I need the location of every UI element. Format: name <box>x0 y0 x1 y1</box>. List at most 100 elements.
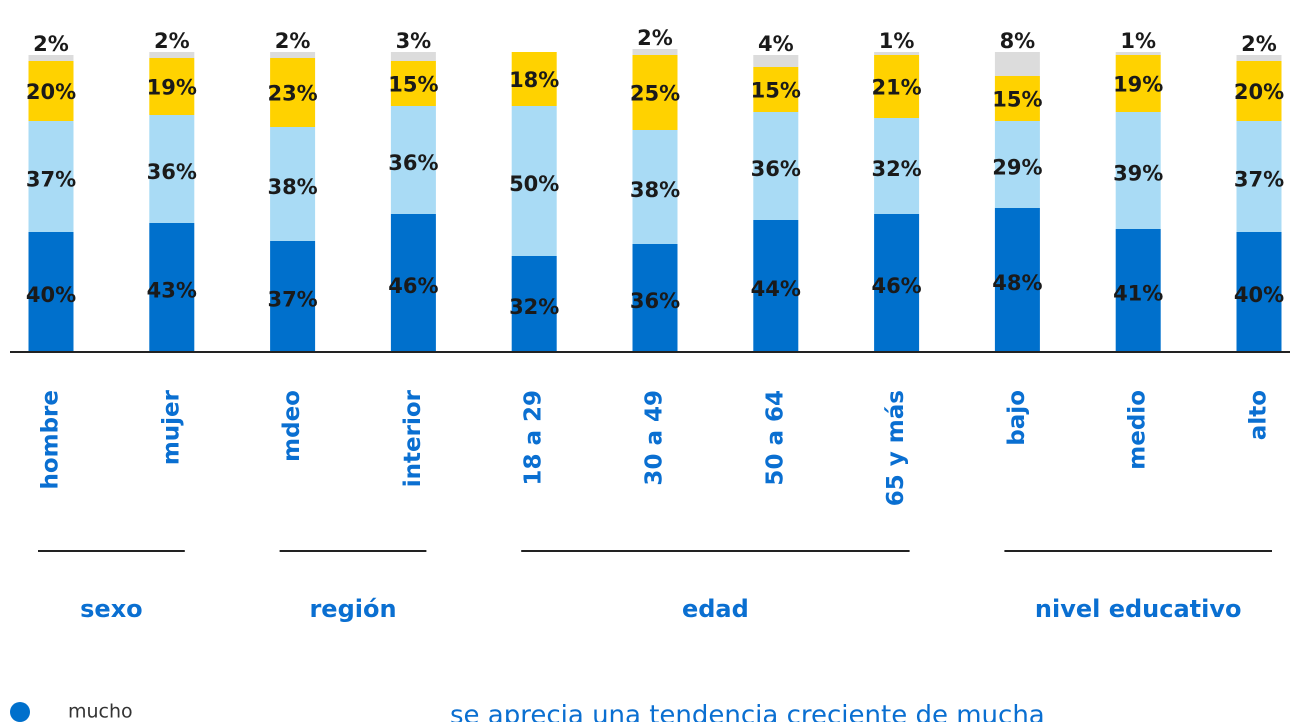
data-label: 39% <box>1113 162 1163 186</box>
bar-segment <box>270 127 316 241</box>
bar-segment <box>390 106 436 214</box>
group-label: región <box>309 595 396 623</box>
data-label: 37% <box>267 288 317 312</box>
x-tick-label: 30 a 49 <box>642 390 668 486</box>
data-label: 48% <box>992 271 1042 295</box>
bar-segment <box>390 214 436 352</box>
data-label: 2% <box>1241 32 1277 56</box>
data-label: 2% <box>154 29 190 53</box>
bar-segment <box>1236 61 1282 121</box>
legend-swatch <box>10 702 30 722</box>
bar-segment <box>994 121 1040 208</box>
bar-segment <box>632 244 678 352</box>
bar-segment <box>1236 121 1282 232</box>
data-label: 18% <box>509 68 559 92</box>
bar-segment <box>1236 232 1282 352</box>
data-label: 2% <box>33 32 69 56</box>
data-label: 8% <box>1000 29 1036 53</box>
data-label: 4% <box>758 32 794 56</box>
bar-segment <box>753 220 799 352</box>
bar-segment <box>270 52 316 58</box>
data-label: 29% <box>992 156 1042 180</box>
data-label: 44% <box>751 277 801 301</box>
x-tick-label: bajo <box>1004 390 1030 446</box>
data-label: 15% <box>388 73 438 97</box>
data-label: 23% <box>267 82 317 106</box>
x-tick-label: mdeo <box>279 390 305 462</box>
bar-segment <box>753 67 799 112</box>
x-tick-label: medio <box>1125 390 1151 470</box>
data-label: 1% <box>1120 29 1156 53</box>
legend-label: mucho <box>68 701 133 722</box>
bar-segment <box>149 52 195 58</box>
bar-segment <box>1115 112 1161 229</box>
data-label: 20% <box>1234 80 1284 104</box>
data-label: 32% <box>509 295 559 319</box>
data-label: 37% <box>1234 168 1284 192</box>
bar-segment <box>28 61 74 121</box>
data-label: 38% <box>630 178 680 202</box>
data-label: 20% <box>26 80 76 104</box>
bar-segment <box>511 106 557 256</box>
bar-segment <box>1115 55 1161 112</box>
bar-segment <box>632 130 678 244</box>
x-tick-label: hombre <box>38 390 64 490</box>
data-label: 19% <box>1113 73 1163 97</box>
bar-segment <box>753 55 799 67</box>
x-tick-label: mujer <box>158 389 184 465</box>
data-label: 15% <box>751 79 801 103</box>
bar-segment <box>753 112 799 220</box>
data-label: 43% <box>147 279 197 303</box>
bar-segment <box>270 58 316 127</box>
data-label: 2% <box>275 29 311 53</box>
bar-segment <box>28 232 74 352</box>
group-label: edad <box>682 595 749 623</box>
bar-segment <box>1115 52 1161 55</box>
data-label: 50% <box>509 172 559 196</box>
bar-segment <box>390 52 436 61</box>
group-label: sexo <box>80 595 143 623</box>
data-label: 21% <box>871 76 921 100</box>
bar-segment <box>28 55 74 61</box>
data-label: 41% <box>1113 282 1163 306</box>
data-label: 38% <box>267 175 317 199</box>
data-label: 32% <box>871 157 921 181</box>
bar-segment <box>632 55 678 130</box>
bar-segment <box>1236 55 1282 61</box>
bar-segment <box>149 58 195 115</box>
data-label: 1% <box>879 29 915 53</box>
x-tick-label: 50 a 64 <box>762 390 788 486</box>
bar-segment <box>874 55 920 118</box>
data-label: 36% <box>630 289 680 313</box>
bar-segment <box>149 223 195 352</box>
bar-segment <box>149 115 195 223</box>
data-label: 46% <box>871 274 921 298</box>
data-label: 25% <box>630 82 680 106</box>
annotation: se aprecia una tendencia creciente de mu… <box>450 701 1045 722</box>
data-label: 36% <box>388 151 438 175</box>
bar-segment <box>632 49 678 55</box>
data-label: 40% <box>1234 283 1284 307</box>
group-label: nivel educativo <box>1035 595 1242 623</box>
data-label: 36% <box>147 160 197 184</box>
data-label: 37% <box>26 168 76 192</box>
data-label: 19% <box>147 76 197 100</box>
data-label: 2% <box>637 26 673 50</box>
bar-segment <box>270 241 316 352</box>
x-tick-label: interior <box>400 389 426 487</box>
data-label: 15% <box>992 88 1042 112</box>
bar-segment <box>28 121 74 232</box>
bar-segment <box>994 76 1040 121</box>
bar-segment <box>390 61 436 106</box>
bar-segment <box>1115 229 1161 352</box>
x-tick-label: 18 a 29 <box>521 390 547 486</box>
bar-segment <box>874 52 920 55</box>
data-label: 36% <box>751 157 801 181</box>
bar-segment <box>874 118 920 214</box>
bar-segment <box>511 52 557 106</box>
data-label: 46% <box>388 274 438 298</box>
bar-segment <box>511 256 557 352</box>
bar-segment <box>994 52 1040 76</box>
bar-segment <box>994 208 1040 352</box>
